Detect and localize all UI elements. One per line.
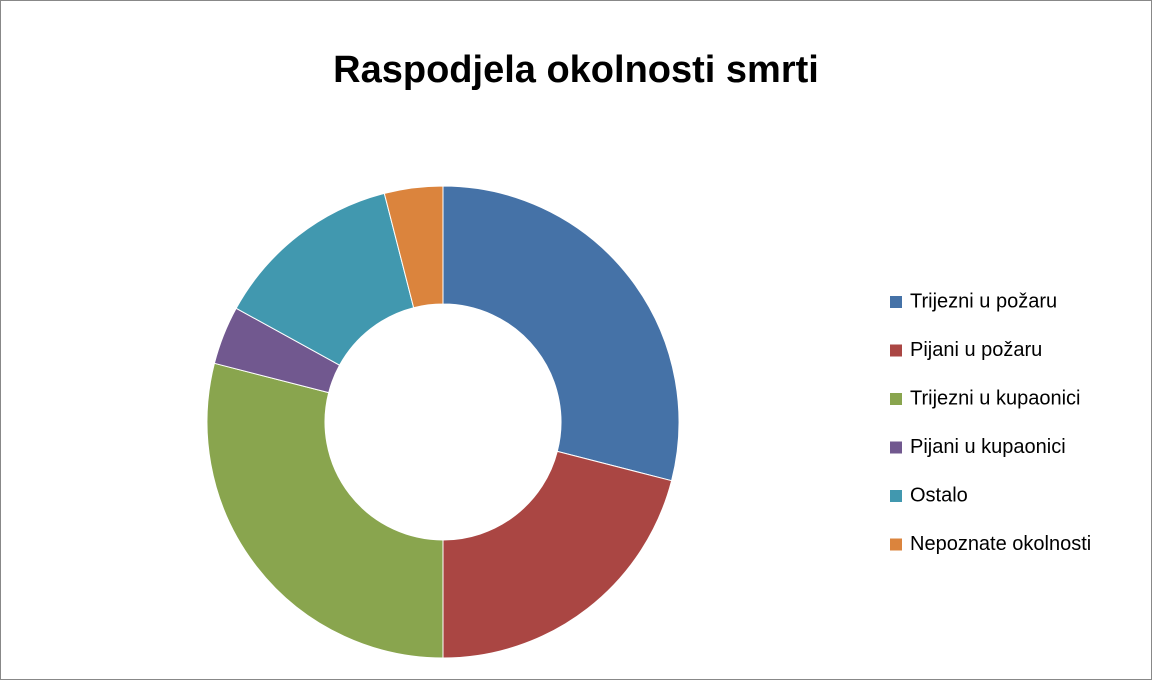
legend-label: Trijezni u požaru <box>910 290 1057 312</box>
legend-swatch <box>890 490 902 502</box>
legend-label: Pijani u kupaonici <box>910 436 1066 458</box>
donut-slice <box>235 192 415 366</box>
legend-swatch <box>890 344 902 357</box>
legend-swatch <box>890 441 902 454</box>
legend-swatch <box>890 393 902 405</box>
legend-swatch <box>890 538 902 551</box>
legend-label: Pijani u požaru <box>910 339 1042 361</box>
donut-slice <box>442 450 673 659</box>
legend-label: Trijezni u kupaonici <box>910 387 1080 409</box>
legend-swatch <box>890 296 902 308</box>
legend-label: Nepoznate okolnosti <box>910 533 1091 555</box>
legend-label: Ostalo <box>910 484 968 506</box>
chart-title: Raspodjela okolnosti smrti <box>333 49 819 91</box>
donut-slice <box>442 185 680 482</box>
donut-slice <box>383 185 444 309</box>
donut-slice <box>206 362 444 659</box>
